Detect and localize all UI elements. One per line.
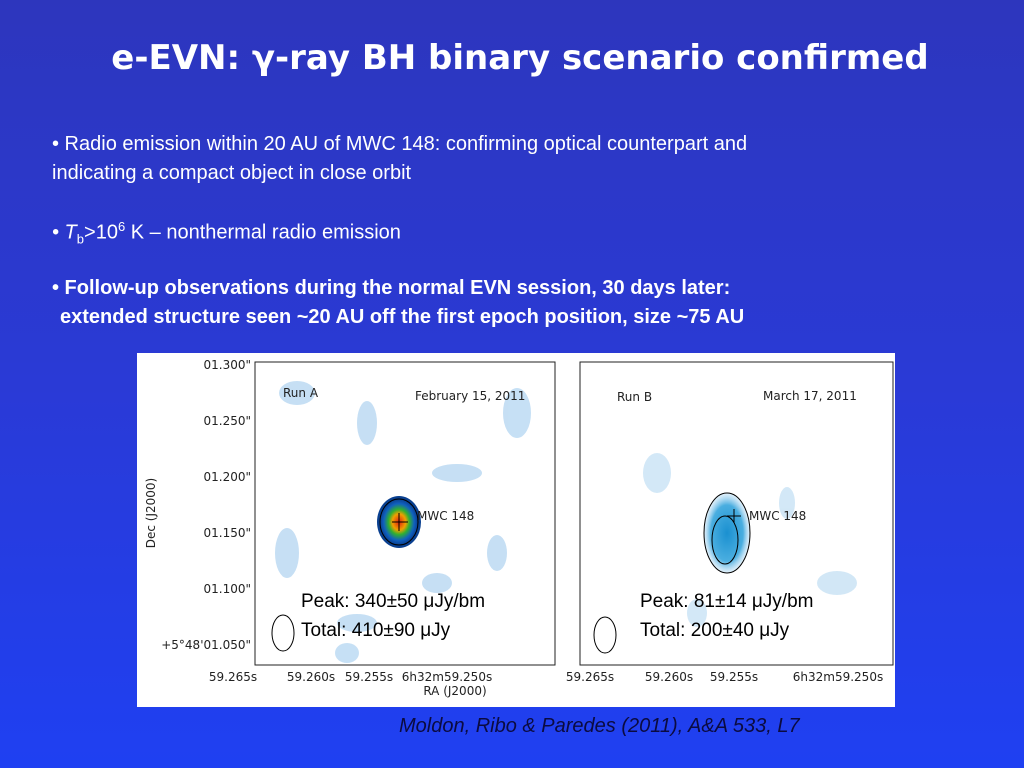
y-tick-label: +5°48'01.050" xyxy=(161,638,251,652)
figure: Run A February 15, 2011 MWC 148 Peak: 34… xyxy=(137,353,895,707)
x-axis-label: RA (J2000) xyxy=(423,684,486,698)
x-tick-label: 59.255s xyxy=(345,670,393,684)
x-tick-label: 6h32m59.250s xyxy=(402,670,492,684)
total-label: Total: 410±90 μJy xyxy=(301,620,451,641)
x-tick-label: 59.265s xyxy=(209,670,257,684)
run-label: Run A xyxy=(283,386,319,400)
bullet-line: • Follow-up observations during the norm… xyxy=(52,277,731,299)
source-label: MWC 148 xyxy=(749,509,806,523)
bullet-text: K – nonthermal radio emission xyxy=(125,221,401,244)
date-label: February 15, 2011 xyxy=(415,389,525,403)
citation: Moldon, Ribo & Paredes (2011), A&A 533, … xyxy=(399,715,800,737)
bullet: • Tb>106 K – nonthermal radio emission xyxy=(52,219,401,247)
peak-label: Peak: 81±14 μJy/bm xyxy=(640,591,813,612)
subscript: b xyxy=(76,231,85,247)
slide-title: e-EVN: γ-ray BH binary scenario confirme… xyxy=(111,38,929,78)
bullet-line: extended structure seen ~20 AU off the f… xyxy=(60,306,745,328)
y-tick-label: 01.200" xyxy=(203,470,251,484)
run-label: Run B xyxy=(617,390,652,404)
x-tick-label: 59.260s xyxy=(645,670,693,684)
map-a: Run A February 15, 2011 MWC 148 Peak: 34… xyxy=(254,361,556,666)
y-tick-label: 01.100" xyxy=(203,582,251,596)
map-b: Run B March 17, 2011 MWC 148 Peak: 81±14… xyxy=(579,361,894,666)
bullet-line: • Radio emission within 20 AU of MWC 148… xyxy=(52,133,748,155)
bullet-line: indicating a compact object in close orb… xyxy=(52,162,412,184)
y-tick-label: 01.250" xyxy=(203,414,251,428)
total-label: Total: 200±40 μJy xyxy=(640,620,790,641)
x-tick-label: 59.255s xyxy=(710,670,758,684)
bullet-text: • T xyxy=(52,221,77,244)
date-label: March 17, 2011 xyxy=(763,389,857,403)
source-label: MWC 148 xyxy=(417,509,474,523)
y-axis-label: Dec (J2000) xyxy=(144,478,158,548)
x-tick-label: 59.265s xyxy=(566,670,614,684)
y-tick-label: 01.150" xyxy=(203,526,251,540)
superscript: 6 xyxy=(117,219,126,234)
y-tick-label: 01.300" xyxy=(203,358,251,372)
x-tick-label: 6h32m59.250s xyxy=(793,670,883,684)
bullet-text: >10 xyxy=(84,221,118,244)
x-tick-label: 59.260s xyxy=(287,670,335,684)
peak-label: Peak: 340±50 μJy/bm xyxy=(301,591,485,612)
